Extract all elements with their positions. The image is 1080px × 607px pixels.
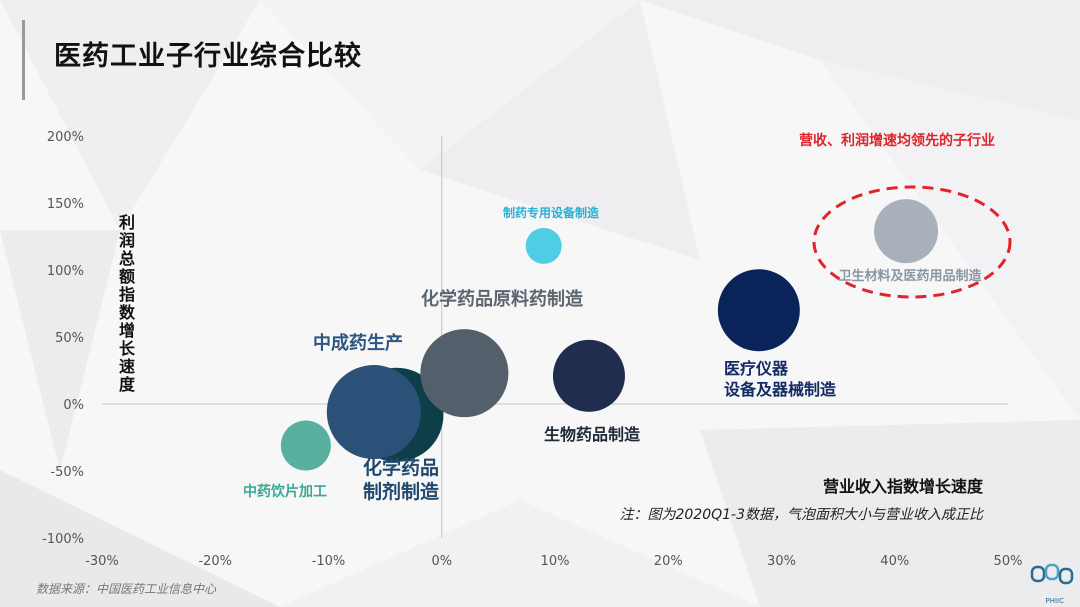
bubble — [326, 365, 421, 460]
bubble-label: 生物药品制造 — [544, 425, 641, 444]
x-tick-label: 40% — [880, 554, 909, 569]
bubble — [874, 199, 939, 264]
bubble — [717, 269, 800, 352]
bubble-label: 化学药品原料药制造 — [421, 288, 583, 310]
x-tick-label: 30% — [767, 554, 796, 569]
source-note: 数据来源：中国医药工业信息中心 — [36, 582, 217, 596]
y-tick-label: 50% — [55, 331, 84, 346]
bubble — [280, 420, 331, 471]
y-axis-label: 利润总额指数增长速度 — [119, 213, 136, 394]
y-tick-label: 150% — [47, 197, 84, 212]
x-tick-label: -30% — [85, 554, 119, 569]
x-tick-label: 10% — [541, 554, 570, 569]
bubble-label: 中成药生产 — [313, 332, 403, 354]
chart-note: 注：图为2020Q1-3数据，气泡面积大小与营业收入成正比 — [619, 507, 985, 523]
bubble — [420, 329, 509, 418]
x-tick-label: -20% — [198, 554, 232, 569]
bubble-label: 中药饮片加工 — [243, 483, 327, 500]
bubble-label: 卫生材料及医药用品制造 — [838, 268, 982, 284]
y-tick-label: -100% — [42, 532, 84, 547]
y-tick-label: -50% — [50, 465, 84, 480]
x-tick-label: 20% — [654, 554, 683, 569]
highlight-ellipse — [812, 185, 1012, 299]
phiic-logo-icon — [1030, 563, 1074, 585]
highlight-label: 营收、利润增速均领先的子行业 — [799, 132, 995, 149]
y-tick-label: 0% — [63, 398, 84, 413]
title-accent-bar — [22, 20, 25, 100]
x-axis-label: 营业收入指数增长速度 — [823, 477, 984, 496]
bubble-label: 化学药品制剂制造 — [363, 456, 440, 503]
bubble-label: 医疗仪器设备及器械制造 — [724, 359, 837, 399]
y-tick-label: 100% — [47, 264, 84, 279]
bubble-label: 制药专用设备制造 — [503, 205, 600, 220]
bubble — [525, 227, 562, 264]
x-tick-label: 50% — [994, 554, 1023, 569]
logo-text: PHIIC — [1045, 597, 1064, 605]
x-tick-label: 0% — [431, 554, 452, 569]
x-tick-label: -10% — [312, 554, 346, 569]
y-tick-label: 200% — [47, 130, 84, 145]
bubble — [552, 339, 625, 412]
slide-title: 医药工业子行业综合比较 — [54, 41, 362, 72]
